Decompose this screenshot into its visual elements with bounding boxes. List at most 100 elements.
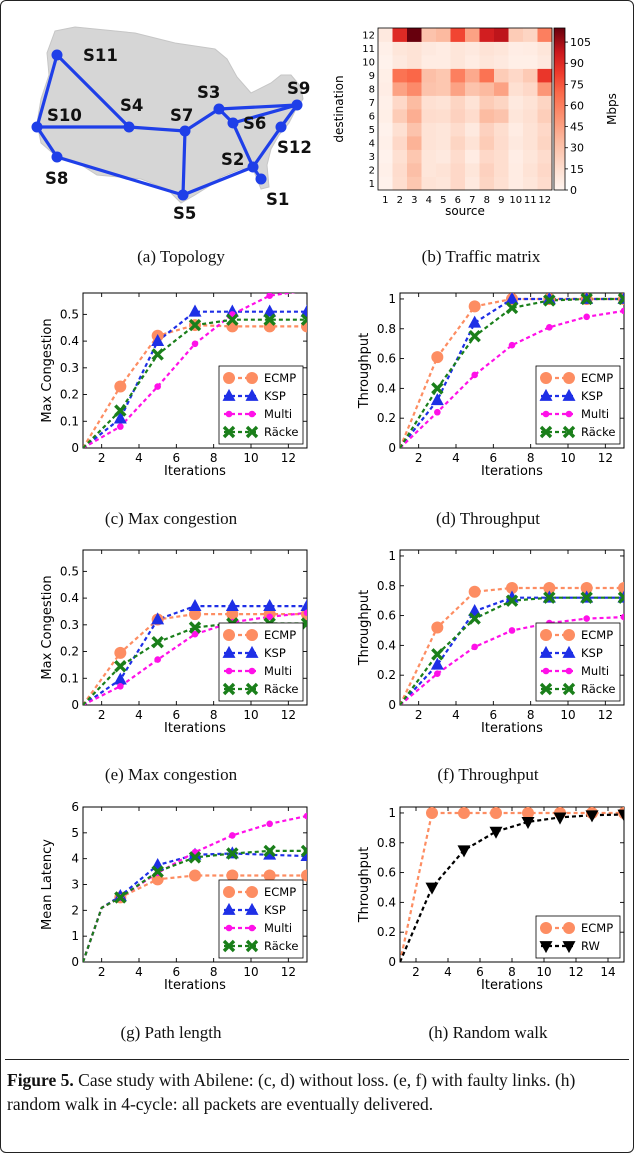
y-axis-label: Throughput (357, 590, 372, 667)
legend-marker-ksp (562, 388, 576, 401)
point-multi (154, 383, 161, 390)
heatmap-y-tick: 5 (369, 125, 375, 136)
legend-marker-r-cke-stroke (222, 425, 236, 439)
heatmap-cell (523, 122, 538, 137)
x-axis-label: Iterations (481, 978, 543, 993)
point-ecmp (263, 869, 276, 882)
heatmap-cell (378, 122, 393, 137)
y-tick-label: 0.2 (377, 668, 396, 682)
legend-marker-multi (542, 410, 550, 418)
heatmap-cell (465, 28, 480, 42)
point-r-cke-stroke (300, 313, 307, 323)
point-ksp (225, 598, 239, 611)
series-line-ksp (83, 852, 307, 962)
heatmap-cell (537, 109, 553, 123)
heatmap-cell (407, 176, 422, 191)
throughput-chart-f: 0 0.2 0.4 0.6 0.8 1 2 4 6 8 10 12 Iterations Throughp… (318, 540, 633, 752)
x-tick-label: 2 (415, 708, 423, 722)
point-multi (117, 682, 124, 690)
point-r-cke-stroke (151, 865, 164, 878)
caption-h: (h) Random walk (428, 1023, 548, 1042)
heatmap-cell (392, 176, 408, 191)
heatmap-cell (407, 163, 422, 177)
traffic-heatmap: 1 2 3 4 5 6 7 8 9 10 11 12123456789101112sourcedest… (332, 27, 619, 218)
point-ksp (300, 848, 307, 861)
point-r-cke (505, 594, 519, 607)
point-ecmp (431, 621, 444, 634)
point-multi (266, 820, 273, 828)
x-tick-label: 2 (412, 965, 420, 979)
point-ecmp (468, 585, 481, 598)
node-s7 (179, 125, 191, 137)
heatmap-cell (378, 41, 393, 56)
heatmap-y-tick: 1 (369, 179, 375, 190)
x-tick-label: 2 (415, 451, 423, 465)
y-tick-label: 0.3 (60, 361, 79, 375)
point-multi (508, 341, 516, 349)
heatmap-x-tick: 12 (538, 195, 551, 206)
heatmap-cell (479, 163, 495, 177)
random-walk-chart-h: 0 0.2 0.4 0.6 0.8 1 2 4 6 8 10 12 14 Iterations Throug… (318, 797, 633, 1009)
point-r-cke (226, 313, 239, 326)
point-multi (303, 812, 307, 820)
heatmap-cell (407, 28, 422, 42)
heatmap-cell (508, 55, 524, 69)
node-s2 (247, 161, 259, 173)
heatmap-cell (508, 95, 524, 110)
heatmap-y-tick: 9 (369, 71, 375, 82)
legend-marker-rw (562, 941, 576, 954)
legend-marker-multi (225, 410, 233, 418)
point-ksp (300, 598, 307, 611)
caption-divider (5, 1059, 629, 1060)
legend-marker-ecmp (223, 886, 235, 898)
legend-marker-multi (248, 410, 256, 418)
y-tick-label: 0 (388, 441, 396, 455)
point-r-cke-stroke (226, 847, 239, 860)
heatmap-cell (537, 95, 553, 110)
heatmap-cell (450, 68, 466, 83)
series-line-r-cke (83, 849, 307, 962)
node-label-s11: S11 (83, 46, 118, 65)
point-ecmp (431, 351, 444, 364)
point-ksp (151, 612, 165, 625)
node-s5 (177, 189, 189, 201)
heatmap-cell (479, 95, 495, 110)
x-tick-label: 8 (210, 965, 218, 979)
node-label-s4: S4 (120, 96, 143, 115)
y-tick-label: 0.4 (60, 591, 79, 605)
legend-marker-ksp (222, 388, 236, 401)
heatmap-cell (378, 82, 393, 96)
y-axis-label: Max Congestion (40, 318, 55, 422)
legend-marker-ecmp (540, 372, 552, 384)
x-tick-label: 2 (98, 451, 106, 465)
heatmap-cell (392, 28, 408, 42)
figure-caption-text: Case study with Abilene: (c, d) without … (7, 1070, 576, 1114)
heatmap-cell (378, 68, 393, 83)
point-ecmp (226, 869, 239, 882)
node-label-s6: S6 (243, 114, 266, 133)
node-s8 (51, 151, 63, 163)
y-tick-label: 0.6 (377, 352, 396, 366)
node-s12 (275, 121, 287, 133)
y-axis-label: Throughput (357, 333, 372, 410)
heatmap-y-tick: 11 (362, 44, 375, 55)
point-r-cke (263, 313, 276, 326)
heatmap-cell (392, 136, 408, 150)
series-group (83, 812, 307, 962)
heatmap-cell (436, 68, 451, 83)
colorbar (553, 27, 566, 191)
x-axis-label: Iterations (481, 721, 543, 736)
heatmap-y-tick: 6 (369, 111, 375, 122)
y-tick-label: 1 (71, 929, 79, 943)
edge-s4-s7 (128, 125, 186, 133)
point-r-cke-stroke (114, 404, 127, 417)
heatmap-cell (407, 149, 422, 164)
point-rw (457, 845, 471, 858)
legend-marker-ksp (222, 645, 236, 658)
node-label-s9: S9 (287, 79, 310, 98)
heatmap-cell (392, 122, 408, 137)
point-ecmp (458, 807, 470, 819)
node-label-s5: S5 (173, 204, 196, 219)
x-tick-label: 6 (490, 451, 498, 465)
point-multi (191, 340, 199, 348)
